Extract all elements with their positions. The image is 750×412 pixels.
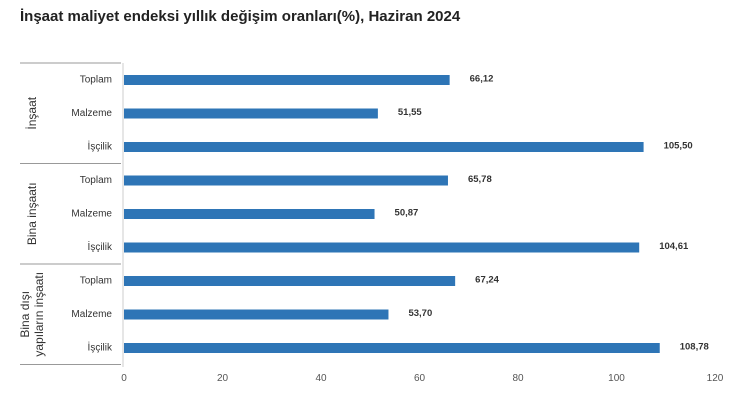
category-label: Toplam [80, 175, 112, 186]
category-label: İşçilik [88, 341, 113, 354]
group-label: yapıların inşaatı [32, 272, 46, 357]
data-label: 50,87 [395, 208, 419, 219]
x-tick-label: 20 [217, 373, 229, 384]
bar [124, 343, 660, 353]
group-label: Bina inşaatı [25, 182, 39, 245]
data-label: 53,70 [408, 308, 432, 319]
group-label: Bina dışı [18, 291, 32, 338]
bar [124, 309, 389, 320]
bar [124, 142, 644, 152]
bar [124, 242, 640, 253]
bar [124, 108, 378, 119]
group-label: İnşaat [25, 96, 39, 129]
data-label: 66,12 [470, 74, 494, 85]
bar [124, 209, 375, 219]
category-label: Malzeme [71, 309, 112, 320]
category-label: Toplam [80, 75, 112, 86]
category-label: İşçilik [88, 140, 113, 153]
category-label: Malzeme [71, 209, 112, 220]
category-label: Malzeme [71, 108, 112, 119]
category-label: İşçilik [88, 240, 113, 253]
data-label: 65,78 [468, 174, 492, 185]
chart-title: İnşaat maliyet endeksi yıllık değişim or… [20, 8, 461, 25]
x-tick-label: 80 [512, 373, 524, 384]
x-tick-label: 60 [414, 373, 426, 384]
bar [124, 175, 448, 186]
category-label: Toplam [80, 276, 112, 287]
x-tick-label: 40 [315, 373, 327, 384]
bar [124, 75, 450, 85]
data-label: 67,24 [475, 275, 499, 286]
data-label: 51,55 [398, 107, 422, 118]
x-tick-label: 0 [121, 373, 127, 384]
data-label: 108,78 [680, 342, 709, 353]
bar [124, 276, 456, 286]
x-tick-label: 100 [608, 373, 625, 384]
x-tick-label: 120 [707, 373, 724, 384]
data-label: 104,61 [659, 241, 689, 252]
data-label: 105,50 [664, 141, 693, 152]
